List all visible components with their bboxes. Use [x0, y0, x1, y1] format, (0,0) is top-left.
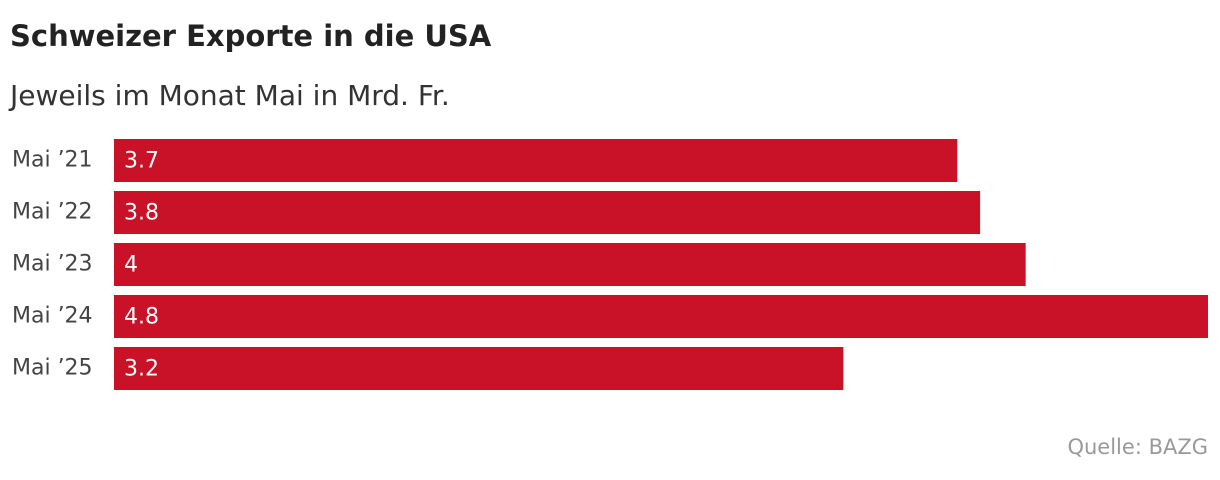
value-label: 4.8: [124, 305, 159, 330]
category-label: Mai ’23: [12, 252, 93, 277]
value-label: 4: [124, 253, 138, 278]
chart-subtitle: Jeweils im Monat Mai in Mrd. Fr.: [8, 79, 450, 112]
category-label: Mai ’22: [12, 200, 93, 225]
bar: [114, 191, 981, 234]
bar: [114, 295, 1208, 338]
value-label: 3.7: [124, 149, 159, 174]
chart-title: Schweizer Exporte in die USA: [10, 19, 492, 53]
category-label: Mai ’25: [12, 356, 93, 381]
value-label: 3.2: [124, 357, 159, 382]
category-label: Mai ’21: [12, 148, 93, 173]
bar: [114, 139, 958, 182]
bar: [114, 347, 844, 390]
source: Quelle: BAZG: [1067, 435, 1208, 459]
category-label: Mai ’24: [12, 304, 93, 329]
value-label: 3.8: [124, 201, 159, 226]
bar: [114, 243, 1026, 286]
